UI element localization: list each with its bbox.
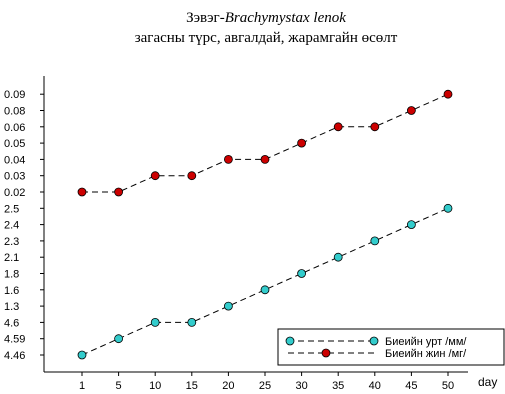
- data-point: [223, 154, 233, 164]
- y-tick-label: 2.3: [4, 236, 19, 248]
- data-point: [114, 334, 123, 344]
- data-point: [260, 285, 270, 295]
- y-tick-label: 1.3: [4, 301, 19, 313]
- y-axis-ticks: 4.46 4.59 4.6 1.3 1.6 1.8 2.1 2.3 2.4 2.5 0.02 0.03…: [4, 89, 44, 362]
- y-tick-label: 0.09: [4, 89, 25, 101]
- data-point: [150, 171, 160, 181]
- x-axis-ticks: 1 5 10 15 20 25 30 35 40 45 50: [79, 372, 454, 392]
- data-point: [406, 220, 416, 230]
- y-tick-label: 4.6: [4, 317, 19, 329]
- series-2: [77, 89, 453, 197]
- x-tick-label: 35: [332, 380, 344, 392]
- series-layer: [77, 89, 453, 360]
- chart-title: Зэвэг-Brachymystax lenok: [186, 10, 346, 26]
- axes: [43, 76, 468, 373]
- y-tick-label: 2.4: [4, 220, 19, 232]
- y-tick-label: 1.6: [4, 285, 19, 297]
- x-tick-label: 10: [149, 380, 161, 392]
- chart-title-prefix: Зэвэг-: [186, 10, 225, 26]
- chart-subtitle: загасны түрс, авгалдай, жарамгайн өсөлт: [135, 30, 398, 46]
- legend-marker: [321, 348, 331, 358]
- data-point: [443, 203, 453, 213]
- y-tick-label: 0.02: [4, 187, 25, 199]
- x-tick-label: 50: [442, 380, 454, 392]
- data-point: [260, 154, 270, 164]
- chart-title-species: Brachymystax lenok: [225, 10, 347, 26]
- data-point: [77, 350, 87, 360]
- x-tick-label: 5: [116, 380, 122, 392]
- x-tick-label: 20: [222, 380, 234, 392]
- y-tick-label: 0.04: [4, 154, 25, 166]
- data-point: [406, 106, 416, 115]
- data-point: [150, 317, 160, 327]
- y-tick-label: 0.05: [4, 138, 25, 150]
- y-tick-label: 0.06: [4, 122, 25, 134]
- y-tick-label: 0.08: [4, 106, 25, 118]
- data-point: [333, 252, 343, 262]
- x-tick-label: 30: [295, 380, 307, 392]
- data-point: [370, 122, 380, 132]
- data-point: [77, 187, 87, 197]
- data-point: [297, 269, 307, 278]
- x-tick-label: 1: [79, 380, 85, 392]
- series-1: [77, 203, 453, 360]
- y-tick-label: 2.5: [4, 203, 19, 215]
- y-tick-label: 2.1: [4, 252, 19, 264]
- legend-box: [277, 328, 505, 366]
- data-point: [297, 138, 307, 148]
- data-point: [114, 187, 123, 197]
- legend-marker: [369, 336, 379, 346]
- data-point: [370, 236, 380, 246]
- data-point: [443, 89, 453, 99]
- legend-label: Биеийн жин /мг/: [385, 348, 467, 360]
- series-line: [82, 93, 449, 193]
- y-tick-label: 4.59: [4, 334, 25, 346]
- legend-marker: [285, 336, 295, 346]
- series-line: [81, 207, 449, 356]
- x-tick-label: 15: [186, 380, 198, 392]
- x-axis-label: day: [478, 375, 497, 389]
- y-tick-label: 0.03: [4, 171, 25, 183]
- y-tick-label: 1.8: [4, 269, 19, 281]
- x-tick-label: 25: [259, 380, 271, 392]
- data-point: [333, 122, 343, 132]
- data-point: [187, 317, 197, 327]
- legend-label: Биеийн урт /мм/: [385, 336, 467, 348]
- x-tick-label: 45: [405, 380, 417, 392]
- x-tick-label: 40: [369, 380, 381, 392]
- data-point: [223, 301, 233, 311]
- data-point: [187, 171, 197, 181]
- y-tick-label: 4.46: [4, 350, 25, 362]
- legend: Биеийн урт /мм/Биеийн жин /мг/: [277, 328, 505, 366]
